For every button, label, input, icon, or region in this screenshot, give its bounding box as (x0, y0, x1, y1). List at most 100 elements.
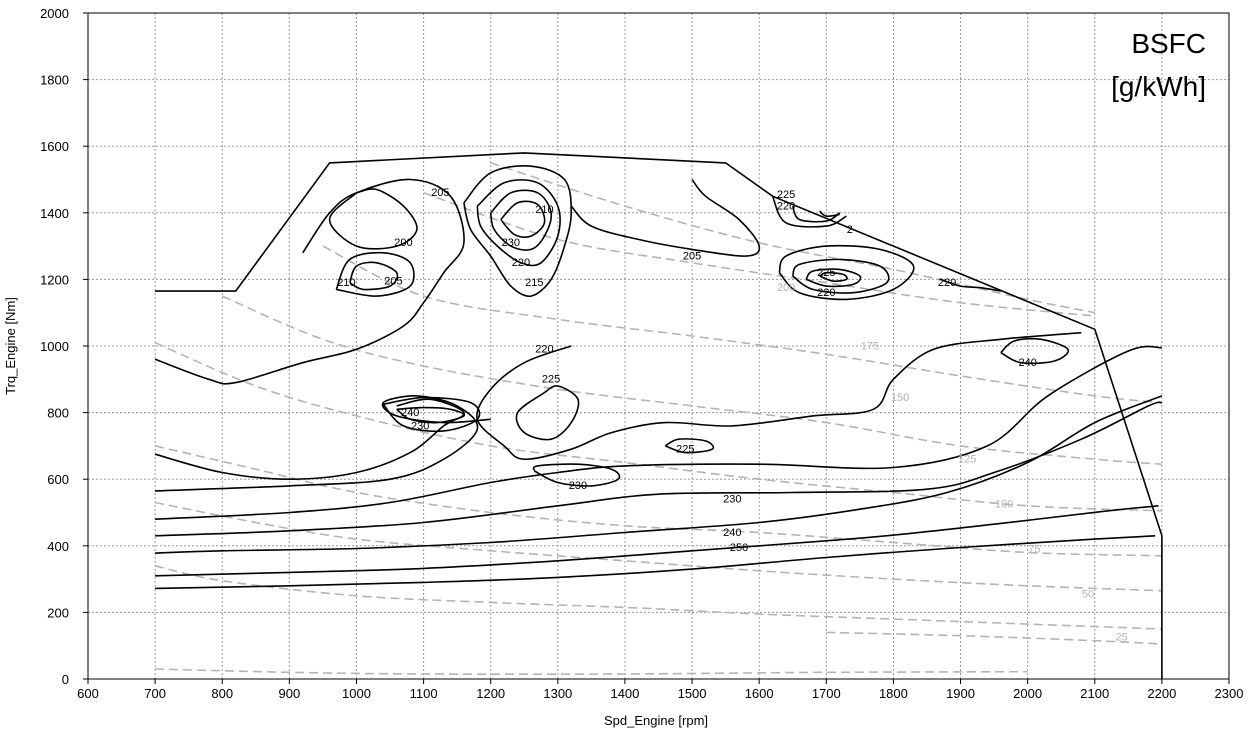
power-contour-label: 200 (777, 282, 795, 294)
bsfc-contour-240 (1000, 337, 1070, 365)
bsfc-contour-240 (396, 406, 466, 424)
y-tick-label: 1000 (40, 339, 69, 354)
bsfc-contour-label: 220 (817, 287, 835, 299)
x-axis-ticks: 600 700 800 900 1000 1100 1200 1300 1400 1500 1600… (77, 679, 1243, 701)
power-contour-205 (490, 162, 1095, 314)
power-contour-25 (155, 668, 1028, 676)
x-tick-label: 1100 (410, 686, 438, 701)
y-tick-label: 2000 (40, 6, 69, 21)
bsfc-contour-label: 205 (431, 187, 449, 199)
x-tick-label: 2200 (1147, 686, 1176, 701)
x-tick-label: 1500 (678, 686, 707, 701)
bsfc-contour-210 (349, 261, 399, 291)
y-tick-label: 0 (62, 672, 69, 687)
bsfc-contour-225 (515, 385, 580, 441)
power-contour-25 (826, 631, 1162, 645)
bsfc-contour-230 (155, 401, 1163, 537)
bsfc-contour-label: 250 (730, 542, 748, 554)
power-contour-label: 175 (861, 340, 879, 352)
bsfc-contour-label: 225 (777, 189, 795, 201)
bsfc-contour-250 (155, 535, 1156, 590)
y-tick-label: 1200 (40, 272, 69, 287)
y-tick-label: 600 (47, 472, 69, 487)
bsfc-contour-label: 2 (847, 224, 853, 236)
bsfc-contour-label: 230 (569, 480, 587, 492)
bsfc-contour-label: 220 (777, 200, 795, 212)
contour-labels: 2001751501251007550252502402302302252302… (337, 187, 1128, 644)
y-axis-title: Trq_Engine [Nm] (3, 297, 18, 395)
x-tick-label: 2100 (1080, 686, 1109, 701)
bsfc-contour-label: 200 (394, 237, 412, 249)
bsfc-contour-label: 215 (525, 277, 543, 289)
power-contour-label: 75 (1028, 543, 1040, 555)
y-tick-label: 400 (47, 539, 69, 554)
x-tick-label: 2000 (1013, 686, 1042, 701)
x-tick-label: 1400 (610, 686, 639, 701)
bsfc-contour-225 (155, 395, 491, 492)
power-contour-label: 125 (958, 454, 976, 466)
x-tick-label: 1700 (812, 686, 841, 701)
bsfc-contour-label: 225 (542, 374, 560, 386)
power-contour-175 (322, 245, 1162, 404)
power-contour-label: 100 (995, 499, 1013, 511)
x-tick-label: 2300 (1215, 686, 1244, 701)
bsfc-contour-label: 205 (384, 275, 402, 287)
power-contour-50 (154, 565, 1162, 630)
x-tick-label: 1600 (745, 686, 774, 701)
bsfc-contour-205 (154, 178, 465, 385)
y-tick-label: 800 (47, 406, 69, 421)
grid-lines (88, 13, 1229, 679)
bsfc-contour-label: 210 (535, 204, 553, 216)
full-load-line (155, 152, 1163, 679)
bsfc-contour-240 (155, 505, 1159, 577)
bsfc-contour-label: 220 (535, 344, 553, 356)
bsfc-contour-205 (335, 251, 415, 297)
power-contour-200 (423, 192, 1095, 317)
x-tick-label: 800 (211, 686, 233, 701)
bsfc-contour-label: 225 (676, 444, 694, 456)
bsfc-contour-230 (155, 345, 1162, 520)
bsfc-contour-label: 205 (683, 250, 701, 262)
bsfc-contours (154, 165, 1163, 590)
power-contours (154, 162, 1162, 676)
bsfc-contour-label: 220 (512, 257, 530, 269)
power-contour-125 (154, 341, 1162, 512)
y-tick-label: 1400 (40, 206, 69, 221)
y-tick-label: 1800 (40, 73, 69, 88)
chart-title-line2: [g/kWh] (1111, 71, 1206, 102)
power-contour-label: 150 (891, 392, 909, 404)
bsfc-contour-220 (154, 398, 465, 481)
bsfc-contour-230 (819, 271, 848, 283)
bsfc-contour-label: 210 (337, 277, 355, 289)
power-contour-label: 25 (1115, 632, 1127, 644)
bsfc-contour-label: 225 (817, 267, 835, 279)
bsfc-contour-label: 240 (401, 407, 419, 419)
x-tick-label: 1900 (946, 686, 975, 701)
y-tick-label: 200 (47, 605, 69, 620)
x-tick-label: 1000 (342, 686, 371, 701)
bsfc-contour-240 (155, 395, 1163, 554)
bsfc-contour-230 (532, 463, 621, 487)
bsfc-contour-215 (476, 179, 561, 267)
x-tick-label: 1200 (476, 686, 505, 701)
bsfc-contour-200 (328, 188, 418, 250)
bsfc-contour-225 (664, 438, 715, 454)
bsfc-contour-label: 220 (938, 277, 956, 289)
bsfc-contour-230 (500, 200, 546, 238)
x-tick-label: 900 (279, 686, 301, 701)
y-tick-label: 1600 (40, 139, 69, 154)
x-tick-label: 600 (77, 686, 99, 701)
power-contour-label: 50 (1082, 588, 1094, 600)
bsfc-contour-220 (476, 331, 1082, 461)
x-axis-title: Spd_Engine [rpm] (604, 713, 708, 728)
bsfc-contour-225 (805, 268, 862, 288)
bsfc-contour-220 (791, 258, 890, 294)
bsfc-contour-225 (791, 205, 841, 223)
bsfc-contour-label: 230 (411, 420, 429, 432)
bsfc-contour-200 (778, 244, 915, 301)
bsfc-contour-label: 230 (502, 237, 520, 249)
bsfc-contour-210 (463, 165, 573, 298)
bsfc-contour-label: 230 (723, 494, 741, 506)
y-axis-ticks: 0 200 400 600 800 1000 1200 1400 1600 1800 2000 (40, 6, 88, 687)
